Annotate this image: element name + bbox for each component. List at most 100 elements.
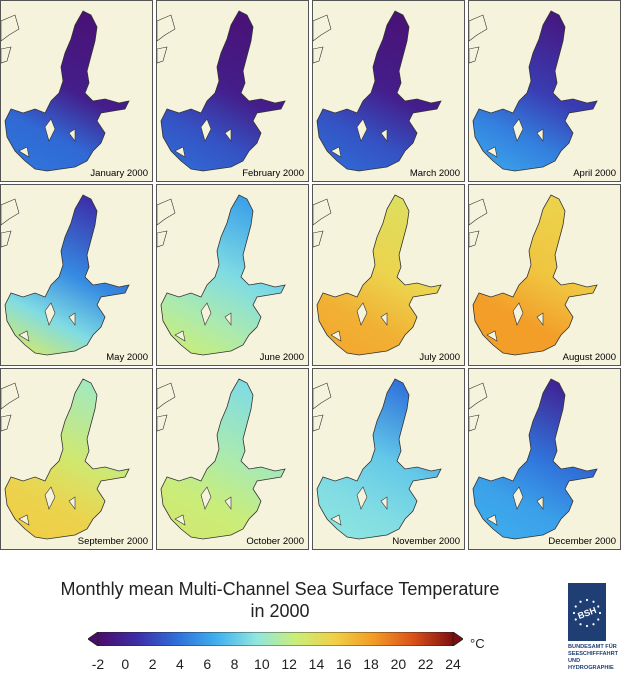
island <box>68 128 76 142</box>
map-panel: April 2000 <box>468 0 621 182</box>
sea-temperature-map <box>469 378 598 540</box>
island <box>200 486 212 510</box>
baltic-sea-area <box>472 194 598 356</box>
sea-temperature-map <box>313 194 442 356</box>
colorbar-tick-label: 12 <box>281 656 297 672</box>
title-line-2: in 2000 <box>250 601 310 621</box>
colorbar-tick-label: 6 <box>203 656 212 672</box>
colorbar-tick-label: 16 <box>335 656 352 672</box>
title-line-1: Monthly mean Multi-Channel Sea Surface T… <box>60 579 500 599</box>
logo-star <box>597 605 600 608</box>
bsh-logo-mark: BSH <box>572 598 602 628</box>
panel-month-label: March 2000 <box>409 168 460 179</box>
map-panel: December 2000 <box>468 368 621 550</box>
logo-star <box>598 611 602 615</box>
island <box>18 146 30 158</box>
panel-month-label: November 2000 <box>392 536 460 547</box>
bsh-logo-text: BUNDESAMT FÜR SEESCHIFFFAHRT UND HYDROGRAPH… <box>568 644 622 672</box>
panel-month-label: April 2000 <box>573 168 616 179</box>
map-grid: January 2000 February 2000 March 2000 April… <box>0 0 621 550</box>
norway-coastline <box>469 198 488 248</box>
map-panel: March 2000 <box>312 0 465 182</box>
island <box>380 496 388 510</box>
baltic-sea-area <box>472 378 598 540</box>
map-panel: May 2000 <box>0 184 153 366</box>
island <box>486 330 498 342</box>
baltic-sea-area <box>4 378 130 540</box>
baltic-sea-area <box>472 10 598 172</box>
map-panel: August 2000 <box>468 184 621 366</box>
colorbar-min-arrow <box>88 632 99 646</box>
island <box>512 486 524 510</box>
sea-temperature-map <box>313 378 442 540</box>
island <box>18 330 30 342</box>
sea-temperature-map <box>469 194 598 356</box>
logo-star <box>579 623 582 626</box>
colorbar-max-arrow <box>452 632 463 646</box>
logo-star <box>574 618 577 621</box>
island <box>486 146 498 158</box>
island <box>224 496 232 510</box>
logo-star <box>585 598 589 602</box>
logo-star <box>572 611 576 615</box>
panel-month-label: October 2000 <box>246 536 304 547</box>
island <box>174 146 186 158</box>
island <box>330 330 342 342</box>
logo-text-line: BUNDESAMT FÜR <box>568 644 617 650</box>
island <box>224 312 232 326</box>
logo-star <box>592 623 595 626</box>
baltic-sea-area <box>316 378 442 540</box>
panel-month-label: January 2000 <box>90 168 148 179</box>
norway-coastline <box>313 198 332 248</box>
norway-coastline <box>157 382 176 432</box>
map-panel: November 2000 <box>312 368 465 550</box>
colorbar-tick-label: 24 <box>445 656 461 672</box>
colorbar-tick-label: 8 <box>230 656 239 672</box>
sea-temperature-map <box>157 10 286 172</box>
island <box>44 302 56 326</box>
colorbar-tick-label: 4 <box>176 656 184 672</box>
logo-text-line: SEESCHIFFFAHRT <box>568 651 619 657</box>
island <box>380 128 388 142</box>
island <box>536 128 544 142</box>
sea-temperature-map <box>1 194 130 356</box>
colorbar-tick-label: -2 <box>91 656 105 672</box>
map-panel: February 2000 <box>156 0 309 182</box>
island <box>330 146 342 158</box>
colorbar <box>88 632 463 646</box>
norway-coastline <box>157 198 176 248</box>
norway-coastline <box>469 14 488 64</box>
map-panel: July 2000 <box>312 184 465 366</box>
island <box>356 118 368 142</box>
norway-coastline <box>1 382 20 432</box>
norway-coastline <box>469 382 488 432</box>
norway-coastline <box>157 14 176 64</box>
island <box>380 312 388 326</box>
island <box>486 514 498 526</box>
island <box>44 118 56 142</box>
logo-star <box>592 600 595 603</box>
logo-star <box>579 600 582 603</box>
logo-star <box>597 618 600 621</box>
colorbar-tick-label: 2 <box>148 656 157 672</box>
island <box>224 128 232 142</box>
panel-month-label: July 2000 <box>419 352 460 363</box>
sea-temperature-map <box>313 10 442 172</box>
baltic-sea-area <box>4 10 130 172</box>
baltic-sea-area <box>316 10 442 172</box>
map-panel: January 2000 <box>0 0 153 182</box>
island <box>18 514 30 526</box>
logo-text-line: UND <box>568 658 581 664</box>
colorbar-tick-label: 18 <box>363 656 379 672</box>
logo-text-line: HYDROGRAPHIE <box>568 665 614 671</box>
colorbar-tick-label: 20 <box>390 656 407 672</box>
sea-temperature-map <box>1 10 130 172</box>
island <box>174 330 186 342</box>
panel-month-label: February 2000 <box>242 168 304 179</box>
norway-coastline <box>313 382 332 432</box>
island <box>44 486 56 510</box>
island <box>512 302 524 326</box>
island <box>536 496 544 510</box>
panel-month-label: June 2000 <box>259 352 304 363</box>
panel-month-label: September 2000 <box>77 536 148 547</box>
